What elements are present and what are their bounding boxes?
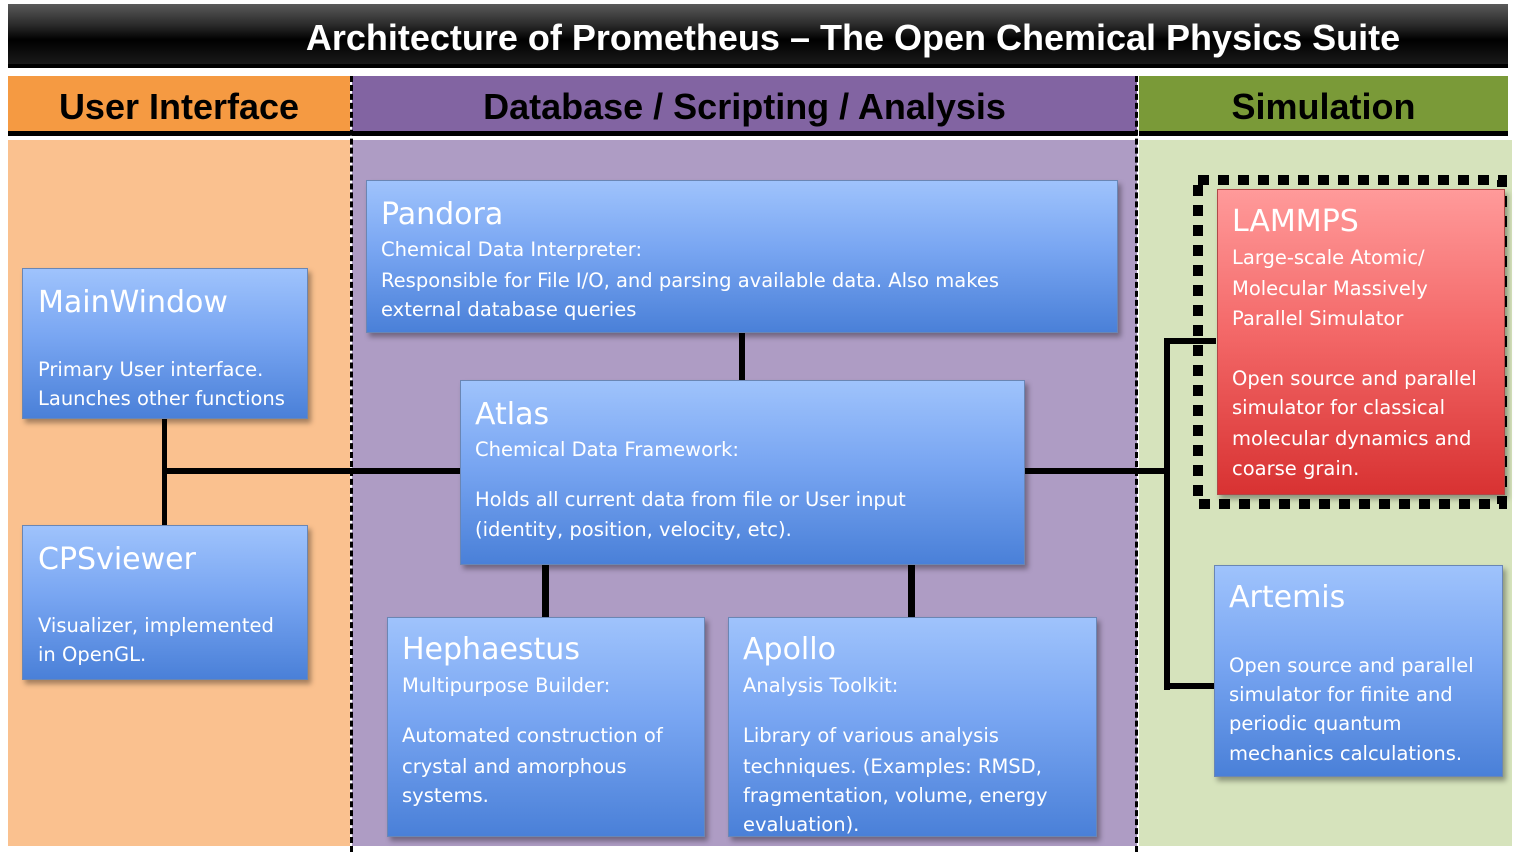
pandora-title: Pandora	[381, 197, 504, 232]
pandora-desc-2: external database queries	[381, 298, 637, 321]
atlas-title: Atlas	[475, 397, 550, 432]
column-user-interface	[8, 140, 350, 846]
connector-ui-atlas	[162, 468, 463, 474]
lammps-box: LAMMPS Large-scale Atomic/ Molecular Mas…	[1217, 189, 1505, 495]
cpsviewer-title: CPSviewer	[38, 542, 196, 577]
apollo-desc-2: techniques. (Examples: RMSD,	[743, 755, 1042, 778]
header-simulation: Simulation	[1139, 76, 1508, 136]
apollo-desc-1: Library of various analysis	[743, 724, 999, 747]
lammps-desc-1: Open source and parallel	[1232, 367, 1477, 390]
artemis-desc-3: periodic quantum	[1229, 712, 1402, 735]
lammps-subtitle-3: Parallel Simulator	[1232, 307, 1404, 330]
hephaestus-box: Hephaestus Multipurpose Builder: Automat…	[387, 617, 705, 837]
connector-simulation-trunk	[1164, 338, 1170, 690]
atlas-box: Atlas Chemical Data Framework: Holds all…	[460, 380, 1025, 565]
hephaestus-subtitle: Multipurpose Builder:	[402, 674, 611, 697]
connector-pandora-atlas	[739, 330, 745, 382]
lammps-subtitle-1: Large-scale Atomic/	[1232, 246, 1425, 269]
connector-to-lammps	[1164, 338, 1216, 344]
mainwindow-desc-1: Primary User interface.	[38, 358, 264, 381]
hephaestus-desc-2: crystal and amorphous	[402, 755, 627, 778]
artemis-desc-2: simulator for finite and	[1229, 683, 1453, 706]
apollo-title: Apollo	[743, 632, 836, 667]
cpsviewer-desc-1: Visualizer, implemented	[38, 614, 274, 637]
column-divider-right	[1135, 76, 1138, 852]
pandora-box: Pandora Chemical Data Interpreter: Respo…	[366, 180, 1118, 333]
column-divider-left	[350, 76, 353, 852]
hephaestus-title: Hephaestus	[402, 632, 580, 667]
connector-to-artemis	[1164, 683, 1216, 689]
pandora-desc-1: Responsible for File I/O, and parsing av…	[381, 269, 999, 292]
header-user-interface: User Interface	[8, 76, 350, 136]
lammps-desc-4: coarse grain.	[1232, 457, 1360, 480]
cpsviewer-box: CPSviewer Visualizer, implemented in Ope…	[22, 525, 308, 680]
pandora-subtitle: Chemical Data Interpreter:	[381, 238, 643, 261]
apollo-desc-4: evaluation).	[743, 813, 860, 836]
header-database-scripting-analysis: Database / Scripting / Analysis	[352, 76, 1137, 136]
connector-atlas-apollo	[908, 562, 915, 620]
title-bar: Architecture of Prometheus – The Open Ch…	[8, 4, 1508, 68]
lammps-title: LAMMPS	[1232, 204, 1359, 239]
atlas-subtitle: Chemical Data Framework:	[475, 438, 739, 461]
apollo-subtitle: Analysis Toolkit:	[743, 674, 899, 697]
mainwindow-title: MainWindow	[38, 285, 228, 320]
atlas-desc-2: (identity, position, velocity, etc).	[475, 518, 792, 541]
lammps-subtitle-2: Molecular Massively	[1232, 277, 1428, 300]
lammps-desc-3: molecular dynamics and	[1232, 427, 1472, 450]
mainwindow-desc-2: Launches other functions	[38, 387, 285, 410]
cpsviewer-desc-2: in OpenGL.	[38, 643, 147, 666]
artemis-box: Artemis Open source and parallel simulat…	[1214, 565, 1503, 777]
hephaestus-desc-3: systems.	[402, 784, 489, 807]
connector-atlas-simulation	[1022, 468, 1170, 474]
artemis-title: Artemis	[1229, 580, 1346, 615]
apollo-desc-3: fragmentation, volume, energy	[743, 784, 1048, 807]
artemis-desc-4: mechanics calculations.	[1229, 742, 1463, 765]
apollo-box: Apollo Analysis Toolkit: Library of vari…	[728, 617, 1097, 837]
atlas-desc-1: Holds all current data from file or User…	[475, 488, 906, 511]
diagram-title: Architecture of Prometheus – The Open Ch…	[305, 17, 1401, 58]
connector-atlas-hephaestus	[542, 562, 549, 620]
hephaestus-desc-1: Automated construction of	[402, 724, 663, 747]
artemis-desc-1: Open source and parallel	[1229, 654, 1474, 677]
lammps-desc-2: simulator for classical	[1232, 396, 1446, 419]
mainwindow-box: MainWindow Primary User interface. Launc…	[22, 268, 308, 419]
